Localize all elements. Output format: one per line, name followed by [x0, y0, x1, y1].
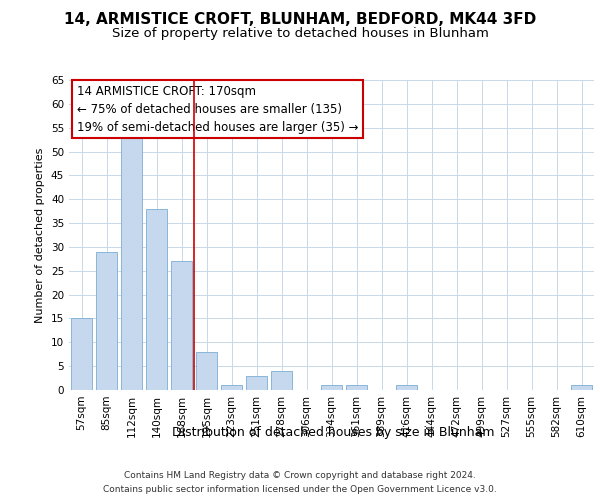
Bar: [571, 385, 592, 390]
Bar: [246, 376, 267, 390]
Bar: [346, 385, 367, 390]
Text: Contains public sector information licensed under the Open Government Licence v3: Contains public sector information licen…: [103, 484, 497, 494]
Text: 14, ARMISTICE CROFT, BLUNHAM, BEDFORD, MK44 3FD: 14, ARMISTICE CROFT, BLUNHAM, BEDFORD, M…: [64, 12, 536, 28]
Bar: [271, 371, 292, 390]
Bar: [171, 261, 192, 390]
Bar: [321, 385, 342, 390]
Bar: [396, 385, 417, 390]
Bar: [121, 137, 142, 390]
Text: Size of property relative to detached houses in Blunham: Size of property relative to detached ho…: [112, 28, 488, 40]
Bar: [96, 252, 117, 390]
Text: Contains HM Land Registry data © Crown copyright and database right 2024.: Contains HM Land Registry data © Crown c…: [124, 472, 476, 480]
Bar: [71, 318, 92, 390]
Bar: [146, 209, 167, 390]
Y-axis label: Number of detached properties: Number of detached properties: [35, 148, 46, 322]
Bar: [221, 385, 242, 390]
Text: 14 ARMISTICE CROFT: 170sqm
← 75% of detached houses are smaller (135)
19% of sem: 14 ARMISTICE CROFT: 170sqm ← 75% of deta…: [77, 84, 358, 134]
Bar: [196, 352, 217, 390]
Text: Distribution of detached houses by size in Blunham: Distribution of detached houses by size …: [172, 426, 494, 439]
